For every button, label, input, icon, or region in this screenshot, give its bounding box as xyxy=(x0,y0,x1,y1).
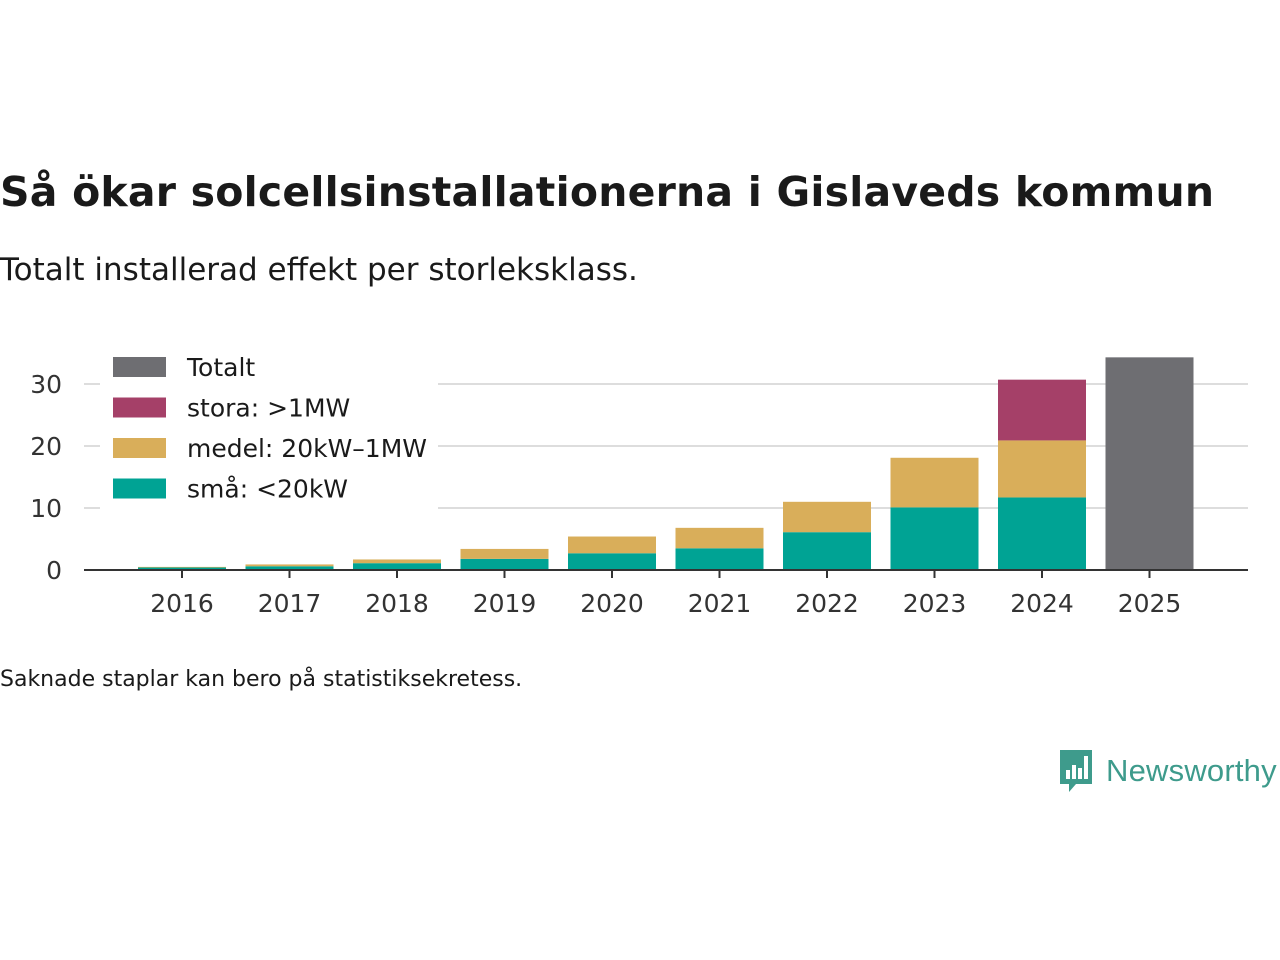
x-tick-label: 2020 xyxy=(580,589,644,618)
bars xyxy=(138,357,1194,570)
bar-segment xyxy=(998,440,1086,498)
bar-segment xyxy=(138,567,226,570)
bar-segment xyxy=(1105,357,1194,570)
bar-segment xyxy=(568,536,656,554)
legend-swatch xyxy=(113,357,166,377)
bar-segment xyxy=(245,564,334,567)
bar-segment xyxy=(353,563,441,570)
bar-segment xyxy=(998,379,1086,441)
y-tick-label: 10 xyxy=(30,494,62,523)
bar-segment xyxy=(675,548,764,570)
x-tick-label: 2022 xyxy=(795,589,859,618)
bar-segment xyxy=(890,457,979,508)
footnote: Saknade staplar kan bero på statistiksek… xyxy=(0,667,523,692)
bar-segment xyxy=(568,553,656,570)
x-tick-label: 2016 xyxy=(150,589,214,618)
y-tick-label: 30 xyxy=(30,370,62,399)
legend-swatch xyxy=(113,438,166,458)
legend: Totalt stora: >1MW medel: 20kW–1MW små: <20… xyxy=(100,348,438,518)
legend-label: små: <20kW xyxy=(187,475,348,504)
legend-label: medel: 20kW–1MW xyxy=(187,434,427,463)
chart-subtitle: Totalt installerad effekt per storlekskl… xyxy=(0,252,638,288)
x-tick-label: 2023 xyxy=(903,589,967,618)
x-tick-label: 2024 xyxy=(1010,589,1074,618)
chart-title: Så ökar solcellsinstallationerna i Gisla… xyxy=(0,168,1215,216)
x-tick-label: 2019 xyxy=(473,589,537,618)
x-tick-label: 2018 xyxy=(365,589,429,618)
legend-swatch xyxy=(113,478,166,499)
y-tick-label: 0 xyxy=(46,556,62,585)
x-tick-label: 2021 xyxy=(688,589,752,618)
bar-segment xyxy=(460,558,549,570)
y-tick-label: 20 xyxy=(30,432,62,461)
bar-segment xyxy=(783,501,871,533)
bar-segment xyxy=(460,548,549,559)
bar-segment xyxy=(890,507,979,570)
stacked-bar-chart: 0 10 20 30 2016 2017 2018 2019 2020 2021 2022 2023 2… xyxy=(30,348,1248,618)
x-tick-label: 2025 xyxy=(1118,589,1182,618)
bar-segment xyxy=(783,532,871,570)
axes: 0 10 20 30 2016 2017 2018 2019 2020 2021 2022 2023 2… xyxy=(30,370,1248,618)
bar-segment xyxy=(998,497,1086,570)
x-tick-label: 2017 xyxy=(258,589,322,618)
newsworthy-logo-icon xyxy=(1060,750,1092,792)
legend-label: Totalt xyxy=(186,353,255,382)
bar-segment xyxy=(675,527,764,549)
legend-label: stora: >1MW xyxy=(187,394,350,423)
legend-swatch xyxy=(113,397,166,418)
bar-segment xyxy=(138,566,226,568)
bar-segment xyxy=(245,566,334,570)
bar-segment xyxy=(353,559,441,564)
brand-logo[interactable]: Newsworthy xyxy=(1058,748,1277,794)
brand-name: Newsworthy xyxy=(1106,753,1277,788)
